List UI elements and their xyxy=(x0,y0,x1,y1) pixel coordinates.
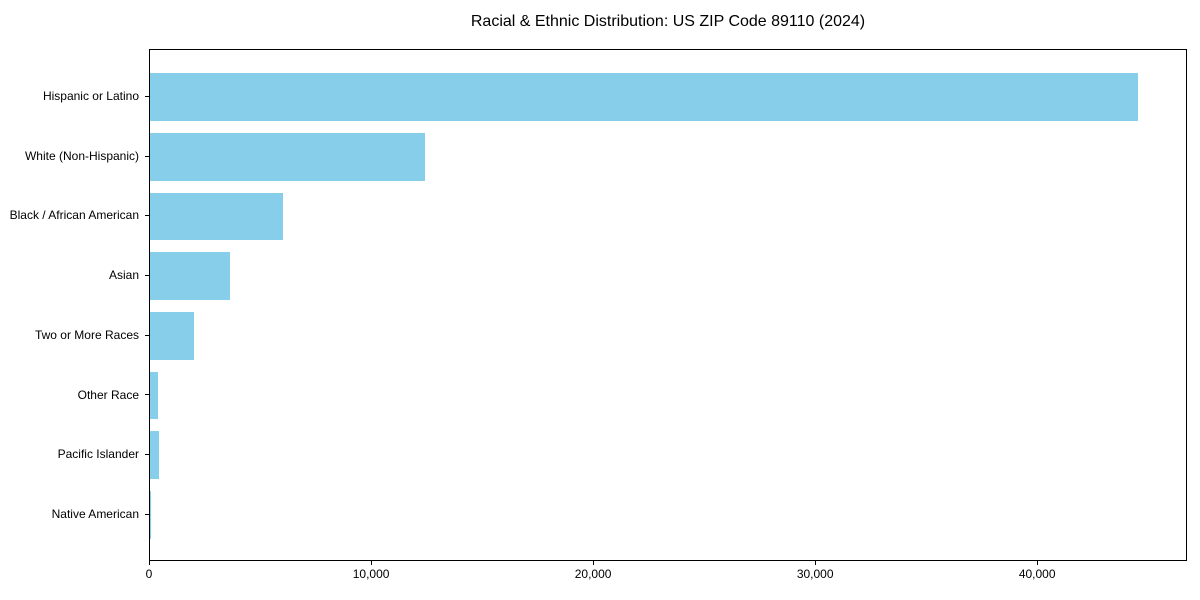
xtick-mark xyxy=(815,561,817,565)
xtick-label: 0 xyxy=(145,567,153,581)
ytick-label-pacific-islander: Pacific Islander xyxy=(57,447,139,462)
bar-black-african-american xyxy=(150,192,284,241)
ytick-mark xyxy=(145,215,149,216)
bar-white-non-hispanic xyxy=(150,132,426,181)
ytick-mark xyxy=(145,454,149,455)
xtick-mark xyxy=(593,561,595,565)
ytick-mark xyxy=(145,335,149,336)
bar-hispanic-or-latino xyxy=(150,73,1139,121)
bar-other-race xyxy=(150,371,159,420)
ytick-mark xyxy=(145,156,149,157)
chart-title: Racial & Ethnic Distribution: US ZIP Cod… xyxy=(470,13,866,30)
xtick-mark xyxy=(1037,561,1039,565)
ytick-mark xyxy=(145,275,149,276)
ytick-label-black-african-american: Black / African American xyxy=(9,208,139,223)
xtick-mark xyxy=(371,561,373,565)
ytick-label-hispanic-or-latino: Hispanic or Latino xyxy=(42,89,139,104)
bar-two-or-more-races xyxy=(150,311,195,360)
xtick-mark xyxy=(149,561,150,565)
xtick-label: 10,000 xyxy=(352,567,390,581)
xtick-label: 40,000 xyxy=(1018,567,1056,581)
xtick-label: 20,000 xyxy=(574,567,612,581)
bar-pacific-islander xyxy=(150,431,160,479)
ytick-label-white-non-hispanic: White (Non-Hispanic) xyxy=(24,148,139,163)
ytick-mark xyxy=(145,96,149,97)
ytick-label-native-american: Native American xyxy=(51,506,139,521)
bar-asian xyxy=(150,252,230,300)
ytick-mark xyxy=(145,394,149,395)
ytick-label-two-or-more-races: Two or More Races xyxy=(34,327,139,342)
plot-area xyxy=(149,49,1187,561)
ytick-mark xyxy=(145,514,149,515)
xtick-label: 30,000 xyxy=(796,567,834,581)
bar-native-american xyxy=(150,490,152,539)
ytick-label-asian: Asian xyxy=(108,268,139,283)
ytick-label-other-race: Other Race xyxy=(77,387,139,402)
